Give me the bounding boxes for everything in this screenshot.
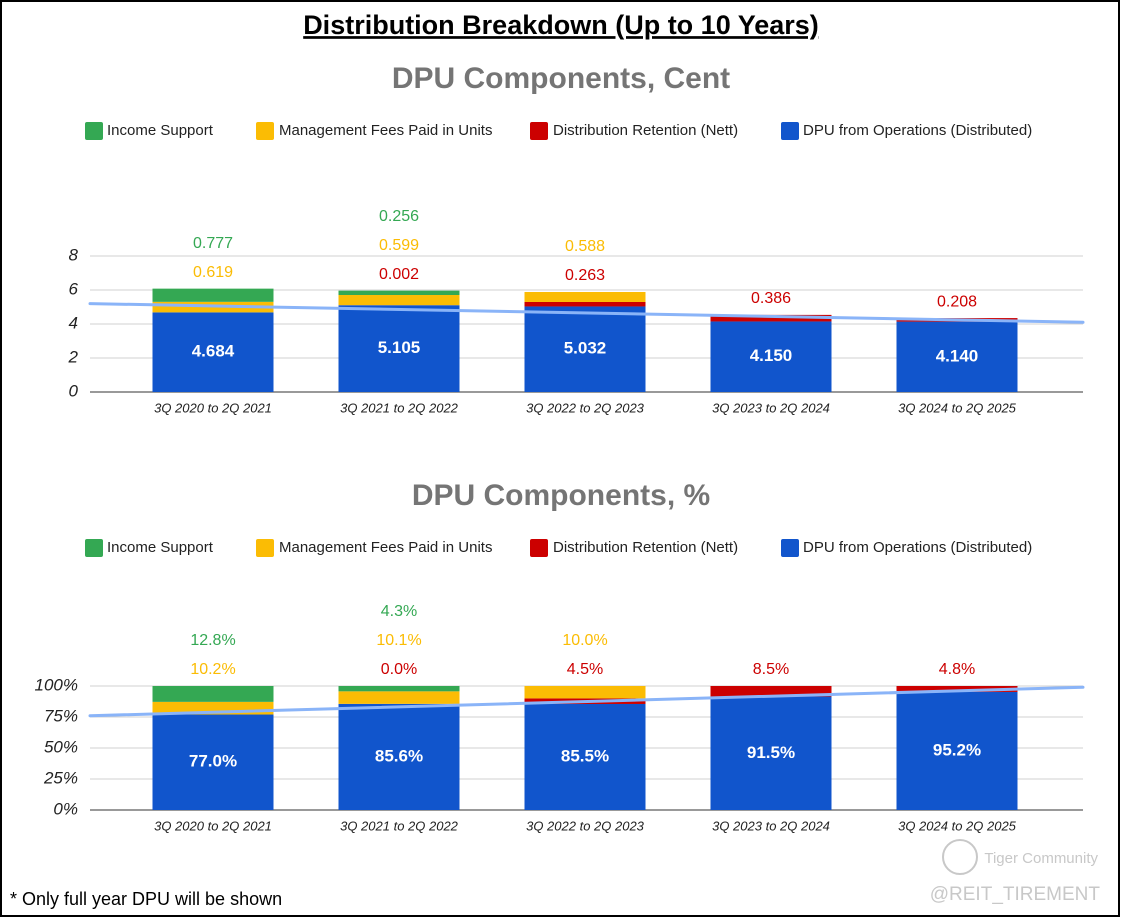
- trendline: [88, 302, 1085, 324]
- x-tick-label: 3Q 2024 to 2Q 2025: [898, 818, 1017, 833]
- legend-label: Management Fees Paid in Units: [279, 122, 492, 139]
- chart-title: DPU Components, Cent: [392, 62, 730, 95]
- bar-segment: [710, 686, 832, 697]
- value-label: 0.599: [379, 237, 419, 254]
- value-label: 5.105: [378, 338, 421, 357]
- value-label: 85.5%: [561, 746, 609, 765]
- bar-segment: [152, 714, 274, 810]
- legend-swatch: [85, 539, 103, 557]
- value-label: 5.032: [564, 339, 607, 358]
- x-tick-label: 3Q 2023 to 2Q 2024: [712, 818, 830, 833]
- legend-swatch: [256, 122, 274, 140]
- bar-segment: [524, 306, 646, 392]
- legend-swatch: [85, 122, 103, 140]
- legend-label: Income Support: [107, 539, 214, 556]
- trendline: [88, 685, 1085, 718]
- value-label: 12.8%: [190, 632, 235, 649]
- value-label: 85.6%: [375, 746, 423, 765]
- bar-segment: [524, 703, 646, 810]
- value-label: 10.1%: [376, 632, 421, 649]
- watermark-logo: [942, 839, 978, 875]
- page-title: Distribution Breakdown (Up to 10 Years): [303, 10, 819, 40]
- y-tick-label: 100%: [35, 675, 78, 694]
- value-label: 8.5%: [753, 661, 789, 678]
- watermark: @REIT_TIREMENT: [930, 884, 1101, 905]
- bar-segment: [338, 305, 460, 392]
- legend-swatch: [781, 539, 799, 557]
- bar-segment: [152, 686, 274, 702]
- value-label: 4.8%: [939, 661, 975, 678]
- legend-label: Distribution Retention (Nett): [553, 539, 738, 556]
- value-label: 0.0%: [381, 661, 417, 678]
- bar-segment: [896, 686, 1018, 692]
- value-label: 0.208: [937, 293, 977, 310]
- value-label: 0.002: [379, 266, 419, 283]
- bar-segment: [524, 301, 646, 307]
- legend-swatch: [530, 539, 548, 557]
- bar-segment: [710, 321, 832, 392]
- y-tick-label: 25%: [43, 768, 78, 787]
- value-label: 4.684: [192, 342, 235, 361]
- bar-segment: [338, 294, 460, 306]
- bar-segment: [152, 312, 274, 392]
- legend-label: Distribution Retention (Nett): [553, 122, 738, 139]
- x-tick-label: 3Q 2020 to 2Q 2021: [154, 818, 272, 833]
- x-tick-label: 3Q 2021 to 2Q 2022: [340, 818, 459, 833]
- bar-segment: [710, 696, 832, 810]
- legend-swatch: [530, 122, 548, 140]
- x-tick-label: 3Q 2020 to 2Q 2021: [154, 400, 272, 415]
- y-tick-label: 0: [69, 381, 79, 400]
- y-tick-label: 0%: [53, 799, 78, 818]
- chart-title: DPU Components, %: [412, 479, 710, 512]
- value-label: 4.3%: [381, 603, 417, 620]
- bar-segment: [338, 290, 460, 295]
- y-tick-label: 4: [69, 313, 78, 332]
- bar-segment: [524, 686, 646, 699]
- value-label: 77.0%: [189, 752, 237, 771]
- legend-label: DPU from Operations (Distributed): [803, 539, 1032, 556]
- x-tick-label: 3Q 2022 to 2Q 2023: [526, 818, 645, 833]
- bar-segment: [710, 314, 832, 322]
- value-label: 0.588: [565, 238, 605, 255]
- bar-segment: [896, 321, 1018, 392]
- legend-swatch: [781, 122, 799, 140]
- y-tick-label: 75%: [44, 706, 78, 725]
- legend-label: DPU from Operations (Distributed): [803, 122, 1032, 139]
- value-label: 4.150: [750, 346, 793, 365]
- bar-segment: [524, 291, 646, 302]
- value-label: 95.2%: [933, 740, 981, 759]
- bar-segment: [152, 288, 274, 302]
- value-label: 91.5%: [747, 743, 795, 762]
- value-label: 0.619: [193, 264, 233, 281]
- y-tick-label: 8: [69, 245, 79, 264]
- value-label: 0.386: [751, 290, 791, 307]
- legend-label: Management Fees Paid in Units: [279, 539, 492, 556]
- value-label: 0.263: [565, 267, 605, 284]
- bar-segment: [338, 691, 460, 704]
- value-label: 4.140: [936, 346, 979, 365]
- x-tick-label: 3Q 2023 to 2Q 2024: [712, 400, 830, 415]
- bar-segment: [896, 691, 1018, 810]
- value-label: 4.5%: [567, 661, 603, 678]
- legend-label: Income Support: [107, 122, 214, 139]
- y-tick-label: 6: [69, 279, 79, 298]
- value-label: 0.777: [193, 235, 233, 252]
- x-tick-label: 3Q 2021 to 2Q 2022: [340, 400, 459, 415]
- value-label: 0.256: [379, 208, 419, 225]
- value-label: 10.2%: [190, 661, 235, 678]
- y-tick-label: 2: [68, 347, 79, 366]
- bar-segment: [338, 703, 460, 810]
- x-tick-label: 3Q 2022 to 2Q 2023: [526, 400, 645, 415]
- watermark: Tiger Community: [984, 850, 1098, 867]
- value-label: 10.0%: [562, 632, 607, 649]
- y-tick-label: 50%: [44, 737, 78, 756]
- x-tick-label: 3Q 2024 to 2Q 2025: [898, 400, 1017, 415]
- bar-segment: [338, 686, 460, 692]
- footnote: * Only full year DPU will be shown: [10, 889, 282, 909]
- legend-swatch: [256, 539, 274, 557]
